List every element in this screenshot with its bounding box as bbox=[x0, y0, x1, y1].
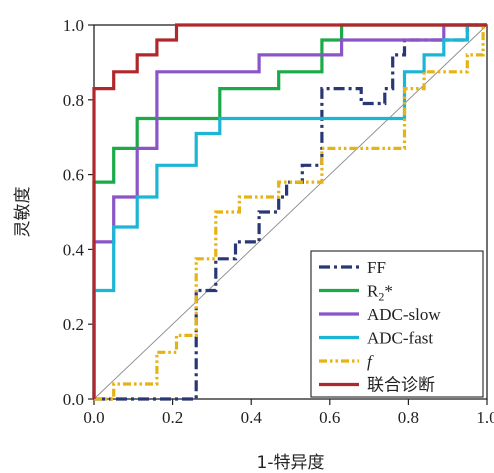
y-tick-label: 0.6 bbox=[63, 166, 84, 185]
y-tick-label: 0.4 bbox=[63, 240, 85, 259]
legend-label: 联合诊断 bbox=[367, 376, 435, 395]
legend-label: f bbox=[367, 352, 374, 371]
legend-label: ADC-fast bbox=[367, 329, 433, 348]
reference-diagonal bbox=[93, 24, 488, 400]
y-tick-label: 0.0 bbox=[63, 390, 84, 409]
legend-box bbox=[310, 250, 484, 398]
series-line bbox=[92, 23, 487, 399]
series-line bbox=[94, 23, 487, 401]
x-axis-title: 1-特异度 bbox=[257, 453, 325, 473]
axis-ticks: 0.0 0.2 0.4 0.6 0.8 1.0 0.0 0.2 0.4 0.6 0.8 1.0 bbox=[63, 16, 494, 427]
x-tick-label: 0.2 bbox=[162, 408, 183, 427]
x-tick-label: 0.0 bbox=[83, 408, 104, 427]
x-tick-label: 0.4 bbox=[241, 408, 263, 427]
legend-label: FF bbox=[367, 258, 386, 277]
x-tick-label: 1.0 bbox=[476, 408, 494, 427]
series-layer bbox=[92, 23, 487, 401]
series-line bbox=[94, 23, 487, 401]
legend-label: ADC-slow bbox=[367, 305, 441, 324]
y-tick-label: 0.2 bbox=[63, 315, 84, 334]
x-tick-label: 0.8 bbox=[398, 408, 419, 427]
x-tick-label: 0.6 bbox=[319, 408, 340, 427]
y-axis-title: 灵敏度 bbox=[13, 187, 33, 238]
diagonal-line bbox=[93, 24, 488, 400]
legend: FF R2*ADC-slow ADC-fast f 联合诊断 bbox=[310, 250, 484, 398]
series-line bbox=[92, 23, 487, 399]
series-line bbox=[92, 23, 487, 399]
y-tick-label: 0.8 bbox=[63, 91, 84, 110]
y-tick-label: 1.0 bbox=[63, 16, 84, 35]
legend-label: R2* bbox=[367, 282, 393, 304]
